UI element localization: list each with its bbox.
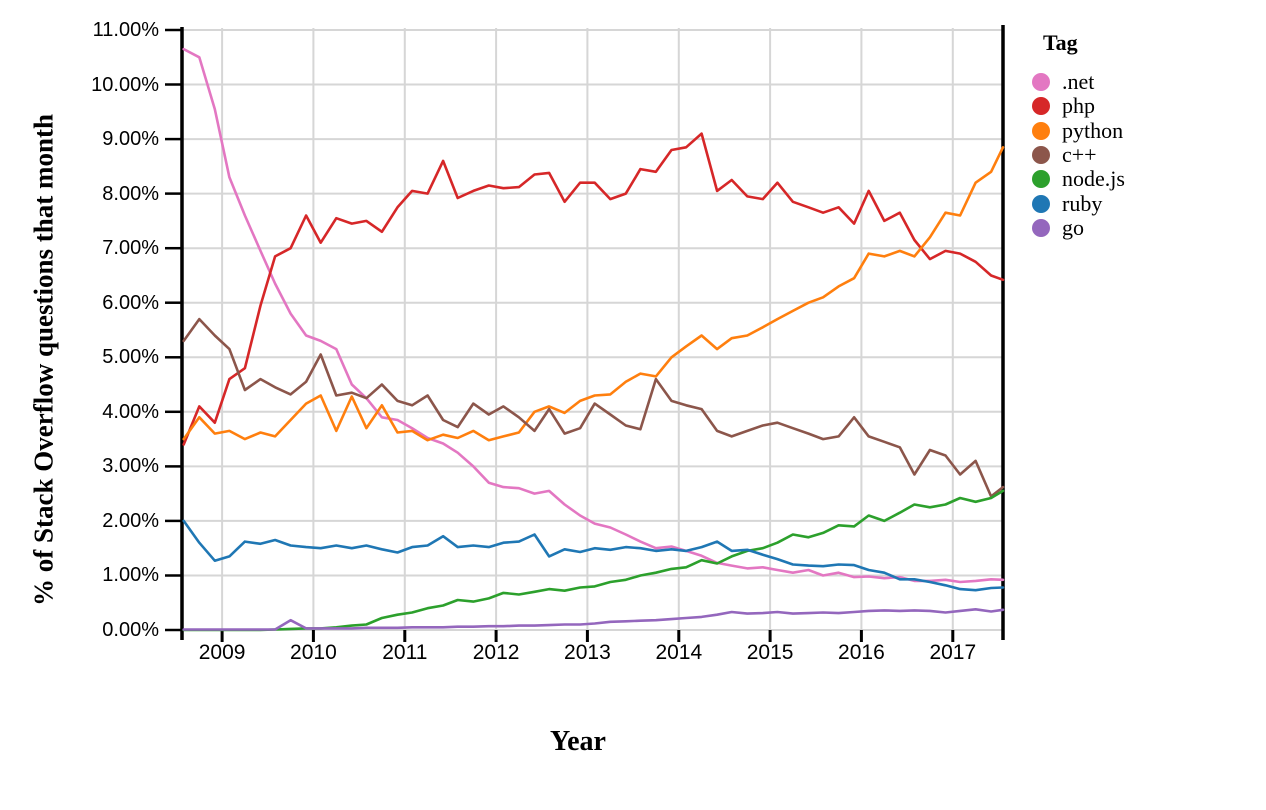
legend-item-label: php [1062, 93, 1095, 119]
legend: Tag .net php python c++ node.js ruby go [1032, 30, 1125, 240]
x-tick-label: 2013 [564, 641, 611, 664]
y-tick-label: 5.00% [102, 346, 159, 369]
x-tick-label: 2011 [382, 641, 428, 664]
y-tick-label: 7.00% [102, 237, 159, 260]
x-tick-label: 2012 [472, 641, 520, 664]
legend-title: Tag [1043, 30, 1078, 55]
legend-dot-icon [1032, 170, 1050, 189]
series-line-ruby [182, 519, 1005, 592]
legend-item-.net: .net [1032, 70, 1125, 94]
legend-dot-icon [1032, 146, 1050, 165]
y-tick-label: 9.00% [102, 128, 159, 151]
legend-dot-icon [1032, 121, 1050, 140]
y-tick-label: 3.00% [102, 455, 159, 478]
y-tick-label: 4.00% [102, 400, 159, 423]
legend-item-label: go [1062, 214, 1084, 240]
y-axis-title: % of Stack Overflow questions that month [28, 113, 59, 607]
legend-item-label: python [1062, 117, 1124, 143]
y-tick-label: 2.00% [102, 509, 159, 532]
x-tick-label: 2009 [198, 641, 246, 664]
y-tick-label: 10.00% [91, 73, 159, 96]
y-tick-label: 0.00% [102, 619, 159, 641]
series-line-.net [182, 47, 1005, 584]
x-tick-label: 2016 [838, 641, 885, 664]
x-tick-label: 2014 [655, 641, 703, 664]
x-tick-label: 2015 [746, 641, 794, 664]
legend-dot-icon [1032, 218, 1050, 237]
legend-items: .net php python c++ node.js ruby go [1032, 70, 1125, 240]
legend-item-node.js: node.js [1032, 167, 1125, 191]
legend-item-label: .net [1062, 69, 1095, 95]
x-tick-label: 2010 [290, 641, 337, 664]
legend-item-go: go [1032, 214, 1125, 240]
legend-dot-icon [1032, 73, 1050, 92]
y-tick-label: 8.00% [102, 182, 159, 205]
series-line-php [182, 132, 1005, 446]
y-tick-label: 6.00% [102, 291, 159, 314]
y-tick-label: 1.00% [102, 564, 159, 587]
legend-item-label: c++ [1062, 142, 1097, 168]
x-axis-title: Year [550, 726, 606, 757]
legend-item-c++: c++ [1032, 143, 1125, 167]
legend-dot-icon [1032, 97, 1050, 116]
legend-item-php: php [1032, 94, 1125, 118]
series-line-python [182, 146, 1005, 442]
legend-item-label: ruby [1062, 190, 1103, 216]
legend-item-label: node.js [1062, 166, 1125, 192]
legend-item-ruby: ruby [1032, 191, 1125, 215]
legend-dot-icon [1032, 194, 1050, 213]
y-tick-label: 11.00% [92, 19, 159, 41]
legend-item-python: python [1032, 117, 1125, 143]
series-line-c++ [182, 317, 1005, 498]
x-tick-label: 2017 [929, 641, 977, 664]
series-line-go [182, 607, 1005, 631]
series-line-node.js [182, 489, 1005, 632]
